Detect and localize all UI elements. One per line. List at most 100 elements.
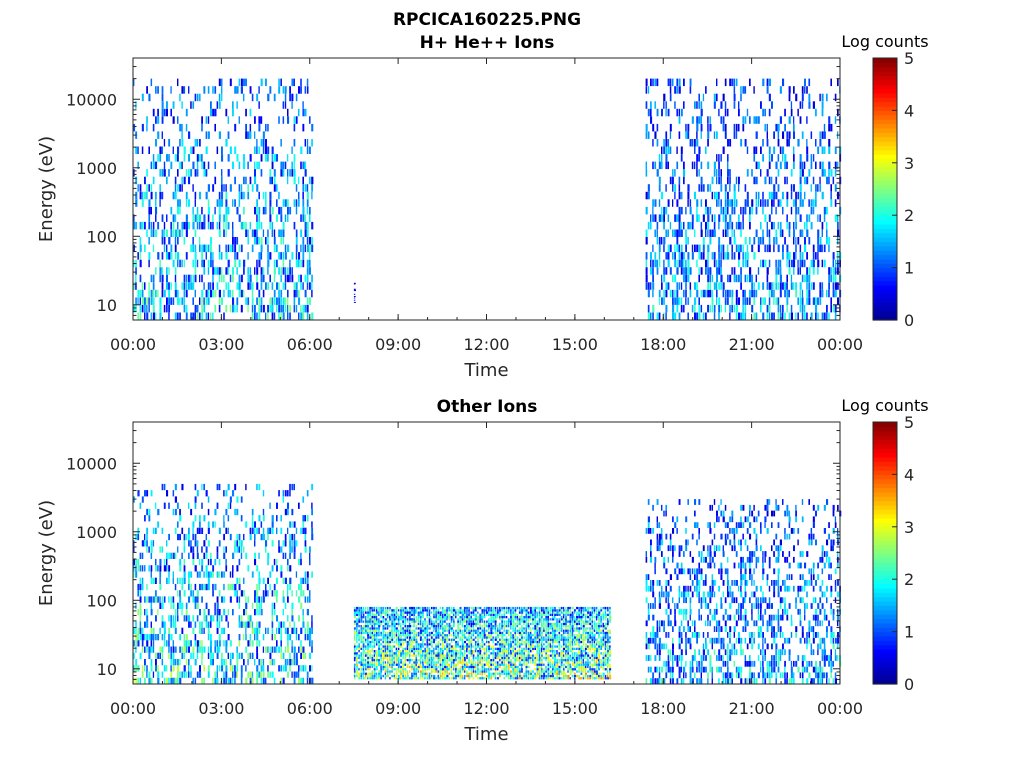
spectrogram-cell [777, 184, 780, 192]
spectrogram-cell [293, 546, 296, 553]
spectrogram-cell [468, 652, 471, 655]
spectrogram-cell [804, 274, 807, 283]
spectrogram-cell [424, 638, 426, 641]
spectrogram-cell [463, 640, 466, 644]
spectrogram-cell [397, 609, 400, 612]
spectrogram-cell [210, 252, 212, 260]
spectrogram-cell [163, 483, 166, 491]
spectrogram-cell [472, 620, 475, 623]
spectrogram-cell [380, 668, 383, 671]
spectrogram-cell [426, 620, 428, 623]
spectrogram-cell [400, 654, 402, 657]
spectrogram-cell [309, 652, 311, 659]
spectrogram-cell [269, 652, 272, 659]
spectrogram-cell [194, 312, 197, 320]
spectrogram-cell [225, 558, 227, 566]
spectrogram-cell [663, 221, 665, 230]
spectrogram-cell [757, 282, 760, 290]
spectrogram-cell [234, 540, 236, 547]
spectrogram-cell [724, 214, 727, 222]
spectrogram-cell [419, 634, 422, 637]
spectrogram-cell [309, 552, 311, 559]
spectrogram-cell [139, 590, 142, 597]
spectrogram-cell [382, 611, 385, 614]
spectrogram-cell [309, 627, 312, 634]
spectrogram-cell [238, 652, 241, 659]
spectrogram-cell [466, 663, 469, 666]
spectrogram-cell [289, 93, 292, 102]
spectrogram-cell [218, 244, 221, 253]
spectrogram-cell [733, 237, 736, 245]
spectrogram-cell [375, 677, 378, 680]
spectrogram-cell [254, 521, 256, 528]
spectrogram-cell [775, 237, 778, 245]
spectrogram-cell [148, 671, 151, 678]
spectrogram-cell [311, 521, 313, 528]
spectrogram-cell [183, 652, 185, 659]
spectrogram-cell [356, 645, 358, 648]
spectrogram-cell [650, 78, 652, 87]
spectrogram-cell [826, 206, 828, 215]
spectrogram-cell [738, 259, 740, 268]
spectrogram-cell [402, 672, 404, 675]
spectrogram-cell [430, 638, 433, 641]
spectrogram-cell [152, 244, 155, 253]
spectrogram-cell [422, 663, 424, 666]
spectrogram-cell [709, 123, 712, 132]
spectrogram-cell [834, 184, 837, 192]
spectrogram-cell [265, 191, 267, 200]
spectrogram-cell [256, 297, 258, 305]
spectrogram-cell [214, 206, 216, 215]
spectrogram-cell [433, 625, 435, 628]
spectrogram-cell [424, 665, 426, 669]
spectrogram-cell [400, 677, 402, 680]
spectrogram-cell [177, 502, 179, 509]
spectrogram-cell [369, 620, 371, 623]
spectrogram-cell [269, 659, 271, 666]
spectrogram-cell [481, 636, 484, 639]
spectrogram-cell [179, 602, 182, 609]
spectrogram-cell [680, 252, 683, 260]
spectrogram-cell [304, 274, 307, 283]
spectrogram-cell [364, 606, 367, 610]
spectrogram-cell [446, 627, 448, 630]
spectrogram-cell [293, 297, 296, 305]
spectrogram-cell [179, 312, 181, 320]
spectrogram-cell [360, 613, 362, 616]
spectrogram-cell [435, 606, 437, 610]
spectrogram-cell [271, 515, 274, 522]
spectrogram-cell [689, 289, 692, 298]
spectrogram-cell [417, 668, 420, 671]
spectrogram-cell [360, 631, 363, 635]
spectrogram-cell [161, 169, 164, 177]
spectrogram-cell [428, 606, 431, 610]
spectrogram-cell [801, 289, 804, 298]
spectrogram-cell [276, 646, 278, 653]
spectrogram-cell [174, 282, 177, 290]
spectrogram-cell [389, 636, 391, 639]
spectrogram-cell [364, 616, 367, 619]
spectrogram-cell [218, 615, 221, 622]
spectrogram-cell [302, 665, 305, 672]
spectrogram-cell [284, 267, 287, 275]
spectrogram-cell [251, 521, 254, 528]
spectrogram-cell [823, 214, 826, 222]
spectrogram-cell [168, 627, 170, 634]
spectrogram-cell [267, 93, 270, 102]
spectrogram-cell [485, 613, 488, 616]
spectrogram-cell [426, 659, 429, 662]
spectrogram-cell [161, 659, 164, 666]
spectrogram-cell [435, 656, 437, 660]
spectrogram-cell [700, 161, 703, 170]
spectrogram-cell [148, 565, 150, 572]
spectrogram-cell [271, 590, 274, 597]
spectrogram-cell [194, 483, 197, 491]
spectrogram-cell [417, 650, 420, 653]
spectrogram-cell [225, 229, 227, 237]
spectrogram-cell [457, 629, 459, 632]
spectrogram-cell [738, 123, 740, 132]
spectrogram-cell [210, 221, 212, 230]
spectrogram-cell [150, 627, 153, 634]
spectrogram-cell [444, 656, 446, 660]
spectrogram-cell [284, 659, 287, 666]
